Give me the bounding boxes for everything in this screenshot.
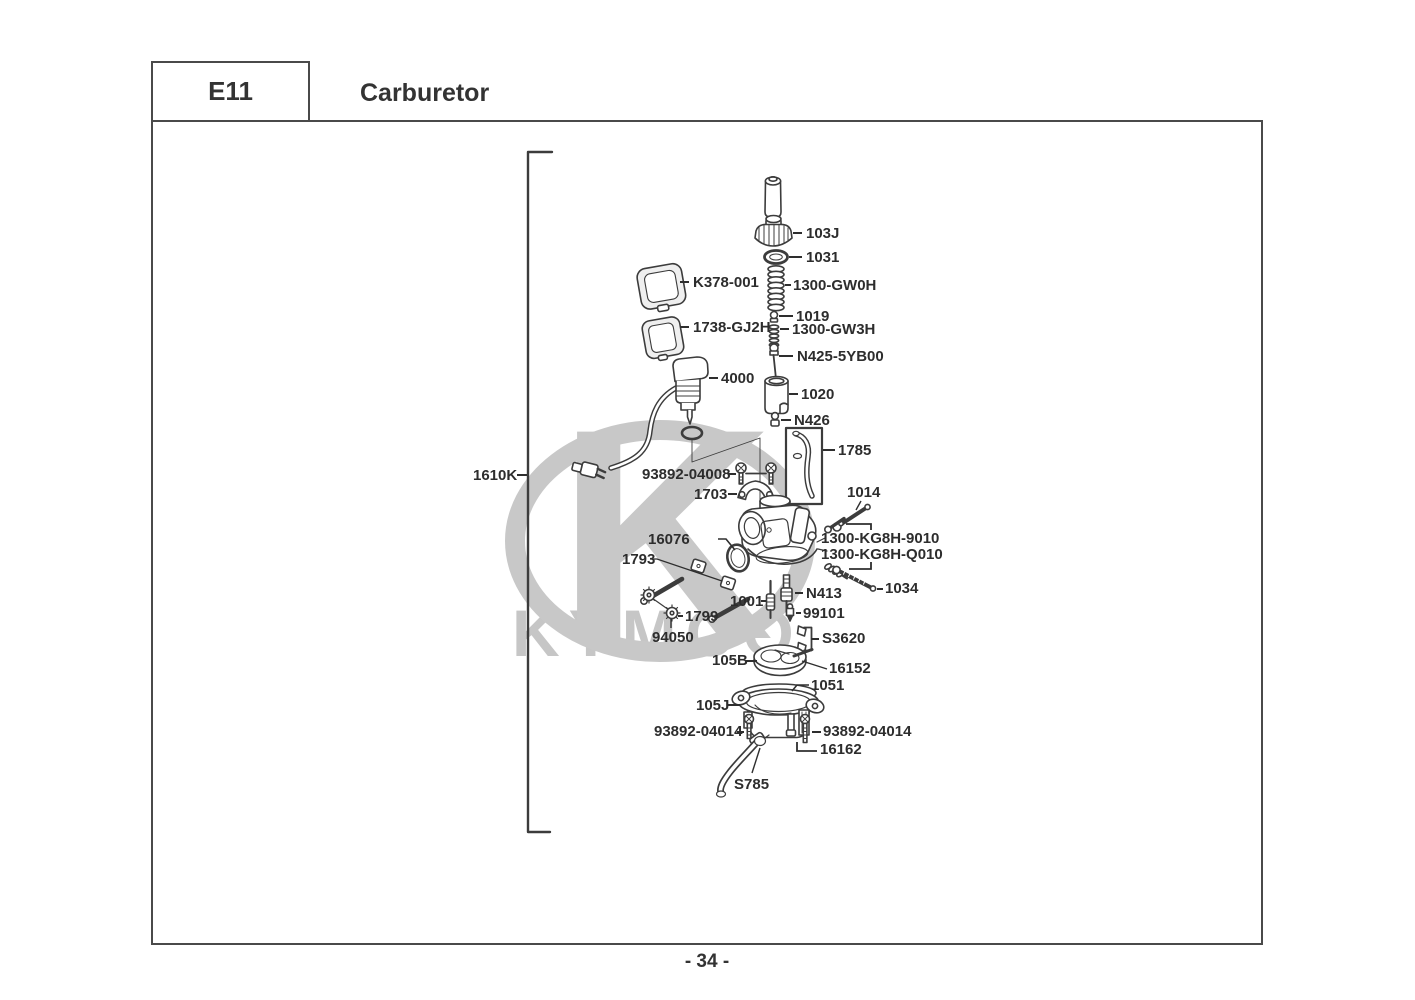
part-label-1738-gj2h: 1738-GJ2H: [693, 319, 771, 336]
kymco-emblem-letter: K: [557, 366, 774, 702]
leader-lines: [517, 232, 883, 774]
part-label-103j: 103J: [806, 225, 840, 242]
part-label-1020: 1020: [801, 386, 835, 403]
part-label-1703: 1703: [694, 486, 728, 503]
part-drain-tube-S785: [715, 734, 770, 798]
part-screws-93892-04008: [735, 462, 777, 485]
part-screw-1034: [832, 565, 877, 592]
part-slow-jet-1001: [765, 579, 776, 619]
part-label-1300-gw3h: 1300-GW3H: [792, 321, 876, 338]
part-label-4000: 4000: [721, 370, 755, 387]
part-screw-1014: [832, 503, 871, 532]
part-label-s785: S785: [734, 776, 770, 793]
part-label-105b: 105B: [712, 652, 748, 669]
part-boot-1738-GJ2H: [641, 316, 685, 362]
part-label-99101: 99101: [803, 605, 845, 622]
part-screw-1300-KG8H-9010: [823, 516, 846, 534]
part-float-valve-99101: [785, 603, 795, 622]
part-screws-93892-04014: [743, 713, 811, 744]
kymco-emblem-watermark: K: [505, 366, 815, 702]
part-carburetor-body: [738, 494, 828, 565]
part-vent-tube-1785: [784, 426, 824, 506]
part-boot-K378-001: [636, 262, 687, 313]
part-label-1034: 1034: [885, 580, 919, 597]
diagram-frame: [151, 120, 1263, 945]
part-label-1051: 1051: [811, 677, 845, 694]
part-label-105j: 105J: [696, 697, 730, 714]
part-oring-bystarter: [680, 425, 704, 441]
part-label-1031: 1031: [806, 249, 840, 266]
page-number: - 34 -: [684, 951, 730, 972]
part-label-1300-gw0h: 1300-GW0H: [793, 277, 877, 294]
part-gasket-16076: [726, 543, 750, 573]
part-label-93892-04014-left: 93892-04014: [654, 723, 743, 740]
part-label-k378-001: K378-001: [693, 274, 759, 291]
section-code: E11: [208, 76, 253, 106]
part-label-1793: 1793: [622, 551, 656, 568]
part-label-n413: N413: [806, 585, 842, 602]
part-label-1610k: 1610K: [473, 467, 518, 484]
part-throttle-valve-1020: [764, 375, 789, 415]
part-auto-bystarter-4000: [571, 356, 709, 480]
part-oring-1031: [763, 249, 789, 265]
part-label-94050: 94050: [652, 629, 694, 646]
part-label-n426: N426: [794, 412, 830, 429]
part-label-93892-04014-right: 93892-04014: [823, 723, 912, 740]
part-cable-adjuster: [764, 176, 782, 218]
part-label-1019: 1019: [796, 308, 830, 325]
part-label-1300-kg8h-q010: 1300-KG8H-Q010: [821, 546, 943, 563]
part-float-105B: [753, 644, 814, 677]
assembly-pointer-lines: [691, 437, 761, 514]
part-label-16162: 16162: [820, 741, 862, 758]
part-spring-1300-GW0H: [767, 264, 785, 312]
part-label-93892-04008: 93892-04008: [642, 466, 731, 483]
part-label-16152: 16152: [829, 660, 871, 677]
part-label-1300-kg8h-9010: 1300-KG8H-9010: [821, 530, 940, 547]
part-seat-1019: [769, 310, 779, 323]
part-label-1014: 1014: [847, 484, 881, 501]
part-washers-1799: [640, 586, 681, 622]
page-title: Carburetor: [360, 79, 490, 107]
part-label-1799: 1799: [685, 608, 719, 625]
part-clip-N426: [770, 411, 780, 427]
part-label-s3620: S3620: [822, 630, 866, 647]
part-label-1001: 1001: [730, 593, 764, 610]
part-cap-103J: [754, 214, 793, 247]
part-label-n425-5yb00: N425-5YB00: [797, 348, 884, 365]
group-bracket-1610K: [526, 150, 554, 834]
section-code-box: E11: [151, 61, 310, 122]
part-label-1785: 1785: [838, 442, 872, 459]
part-label-16076: 16076: [648, 531, 690, 548]
